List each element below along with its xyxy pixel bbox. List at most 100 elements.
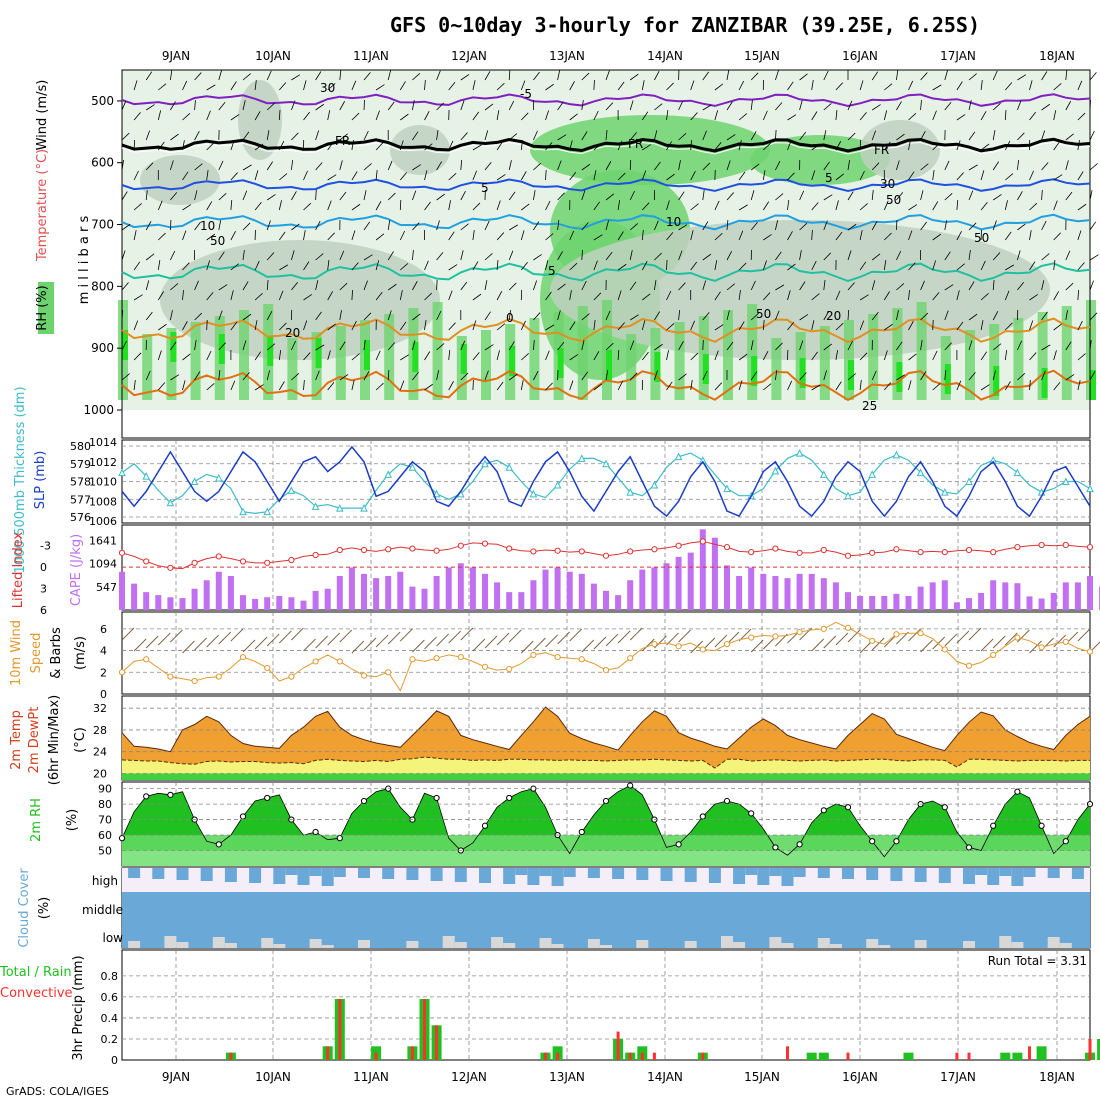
cape-bar: [990, 580, 997, 610]
wind-barb: [1017, 100, 1022, 111]
wind-barb: [1077, 80, 1083, 91]
wind-barb: [327, 174, 337, 181]
wind-barb: [218, 193, 227, 201]
precip-convective-bar: [786, 1046, 789, 1060]
wind-barb: [521, 203, 530, 211]
wind-barb: [775, 102, 783, 111]
precip-total-bar: [1000, 1052, 1011, 1060]
lifted-index-series-point: [457, 542, 464, 549]
wind-barb: [182, 80, 188, 91]
wind-barb: [436, 343, 445, 351]
cape-bar: [869, 595, 876, 610]
wind-barb: [533, 340, 535, 351]
cloud-high-bar: [587, 868, 600, 878]
thickness-tick-label: 577: [70, 493, 91, 506]
cloud-high-bar: [938, 868, 951, 883]
wind-barb: [944, 160, 950, 171]
thickness-series-point: [940, 488, 949, 496]
wind-barb: [484, 71, 491, 81]
cape-bar: [469, 567, 476, 610]
wind-barb: [1017, 223, 1026, 231]
wind10-speed-series-point: [602, 667, 610, 674]
cloud-high-bar: [430, 868, 443, 881]
rh2m-series-point: [239, 813, 247, 820]
wind-barb: [968, 372, 976, 381]
wind-barb: [182, 230, 187, 241]
wind-barb: [279, 173, 288, 181]
wind10-barb: [690, 640, 704, 654]
axis-label-slp: SLP (mb): [33, 451, 48, 510]
wind10-barb: [968, 627, 982, 641]
wind-barb: [775, 342, 783, 351]
wind-barb: [1065, 374, 1075, 381]
wind-barb: [1089, 190, 1093, 201]
wind-barb: [400, 113, 409, 121]
wind10-speed-series-point: [191, 677, 198, 685]
top-date-label: 16JAN: [842, 49, 878, 63]
contour-label: 10: [200, 219, 215, 233]
wind-barb: [412, 131, 419, 141]
wind-barb: [194, 100, 196, 111]
wind-barb: [666, 259, 668, 271]
cape-tick-label: 1094: [89, 558, 117, 571]
wind-barb: [823, 70, 829, 81]
wind10-barb: [351, 640, 365, 654]
wind-barb: [460, 132, 468, 141]
wind-barb: [738, 290, 741, 301]
wind-barb: [980, 170, 985, 181]
cloud-high-bar: [684, 868, 697, 882]
wind-barb: [738, 353, 748, 361]
cape-bar: [978, 593, 985, 610]
wind-barb: [787, 321, 795, 331]
wind-barb: [956, 230, 962, 241]
wind-barb: [545, 110, 549, 121]
isotherm-5-lower: [121, 262, 1091, 283]
wind-barb: [351, 112, 360, 121]
wind-barb: [920, 340, 923, 351]
wind-barb: [242, 250, 245, 261]
wind10-barb: [182, 640, 195, 654]
wind-barb: [738, 80, 744, 91]
rh2m-series-point: [748, 810, 755, 817]
wind-barb: [920, 312, 929, 321]
wind-barb: [690, 140, 692, 151]
wind-barb: [496, 174, 506, 181]
wind-barb: [1017, 281, 1025, 291]
cape-bar: [832, 582, 839, 610]
wind10-speed-series-point: [796, 629, 803, 636]
bottom-date-label: 16JAN: [842, 1070, 878, 1084]
wind-barb: [859, 170, 865, 181]
contour-label: 50: [756, 307, 771, 321]
wind-barb: [714, 141, 722, 151]
cape-bar: [421, 588, 428, 610]
precip-total-bar: [1012, 1052, 1023, 1060]
lifted-index-series-point: [336, 546, 343, 554]
pressure-tick-label: 600: [91, 156, 114, 170]
wind-barb: [823, 370, 827, 381]
rh2m-series-point: [578, 828, 585, 836]
lifted-index-series-point: [1014, 544, 1021, 551]
contour-label: 5: [548, 264, 556, 278]
wind-barb: [182, 140, 185, 151]
wind10-barb: [811, 638, 825, 652]
wind-barb: [412, 371, 419, 381]
wind-barb: [811, 111, 818, 121]
wind-barb: [170, 101, 176, 111]
wind10-barb: [1017, 629, 1030, 643]
cloud-high-bar: [224, 868, 237, 882]
wind-barb: [1005, 322, 1013, 331]
rh2m-tick-label: 90: [98, 783, 112, 796]
wind-barb: [266, 252, 275, 261]
lifted-index-series-point: [675, 542, 682, 549]
thickness-tick-label: 578: [70, 476, 91, 489]
rh-lowlevel-fill: [190, 322, 201, 400]
wind-barb: [1065, 191, 1073, 201]
wind-barb: [157, 110, 162, 121]
lifted-index-series-point: [118, 549, 126, 556]
wind-barb: [569, 81, 575, 91]
isotherm-10: [121, 213, 1091, 231]
wind10-speed-series-point: [506, 665, 513, 673]
wind-barb: [690, 203, 699, 211]
wind-barb: [775, 310, 780, 321]
wind-barb: [980, 320, 984, 331]
